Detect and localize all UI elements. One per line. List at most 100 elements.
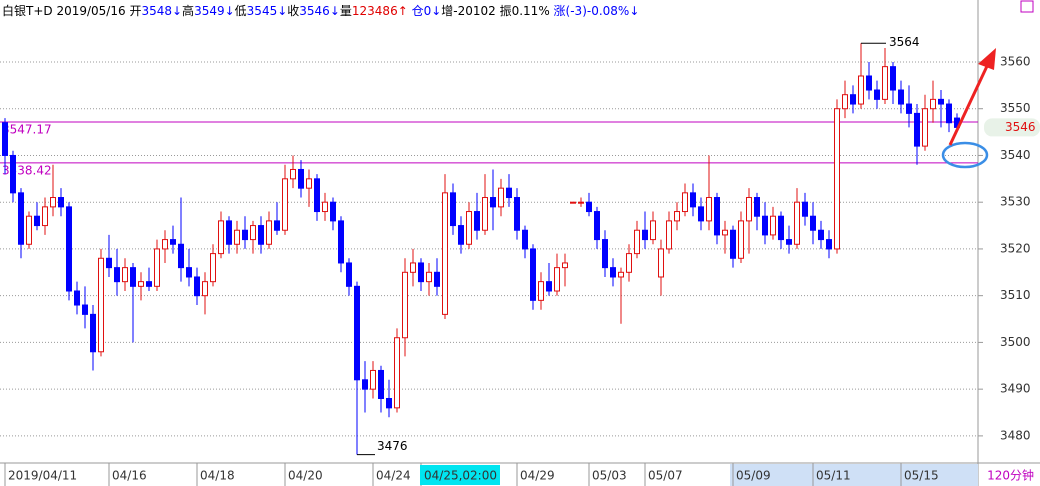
arrow-shaft [948, 63, 990, 146]
period-label[interactable]: 120分钟 [987, 468, 1034, 483]
candle-body [482, 197, 488, 231]
x-tick-label: 05/03 [592, 469, 627, 483]
candle-body [146, 281, 152, 287]
x-tick-label: 05/11 [816, 469, 851, 483]
candle-body [218, 220, 224, 255]
candle-body [178, 243, 184, 269]
candle-body [2, 122, 8, 156]
candle-body [930, 98, 936, 110]
y-tick-label: 3510 [1000, 288, 1031, 302]
candle-body [258, 225, 264, 245]
candle-body [546, 281, 552, 292]
candle-body [834, 108, 840, 250]
candle-body [794, 201, 800, 245]
candle-body [826, 239, 832, 250]
candle-body [314, 178, 320, 213]
x-tick-label: 05/15 [904, 469, 939, 483]
candle-body [650, 220, 656, 241]
candle-body [730, 229, 736, 259]
candle-body [354, 285, 360, 381]
candle-body [666, 220, 672, 250]
candle-body [570, 201, 576, 204]
header-item: 高 [182, 3, 194, 18]
header-item: 123486↑ [352, 4, 408, 18]
candle-body [602, 239, 608, 269]
x-tick-label: 04/18 [200, 469, 235, 483]
candle-body [306, 178, 312, 189]
candle-body [474, 211, 480, 231]
candle-body [402, 271, 408, 339]
candle-body [74, 290, 80, 306]
candle-body [122, 267, 128, 283]
candle-body [690, 192, 696, 208]
candle-body [506, 187, 512, 199]
candle-body [610, 267, 616, 278]
candle-body [274, 220, 280, 231]
candle-body [626, 253, 632, 273]
x-tick-label: 04/24 [376, 469, 411, 483]
candle-body [98, 257, 104, 353]
high-label: 3564 [889, 35, 920, 49]
candle-body [578, 201, 584, 204]
candle-body [226, 220, 232, 245]
candle-body [618, 271, 624, 278]
header-item: 白银T+D [2, 3, 53, 18]
candle-body [818, 229, 824, 241]
candle-body [450, 192, 456, 227]
candle-body [514, 197, 520, 231]
candle-body [538, 281, 544, 301]
candle-body [10, 154, 16, 194]
candle-body [346, 262, 352, 287]
header-item: 低 [235, 4, 247, 18]
candle-body [194, 276, 200, 297]
candle-body [658, 248, 664, 278]
x-tick-label: 04/25,02:00 [424, 469, 497, 483]
last-price: 3546 [1005, 120, 1036, 134]
candle-body [642, 229, 648, 241]
candle-body [898, 89, 904, 105]
header: 白银T+D 2019/05/16 开3548↓高3549↓低3545↓收3546… [2, 3, 639, 18]
header-item: 3549↓ [194, 4, 235, 18]
header-item: 收 [287, 4, 299, 18]
candle-body [706, 197, 712, 222]
candle-body [298, 168, 304, 189]
y-tick-label: 3550 [1000, 101, 1031, 115]
candle-body [426, 271, 432, 283]
candle-body [162, 239, 168, 250]
candle-body [418, 262, 424, 283]
candle-body [698, 206, 704, 222]
candle-body [682, 192, 688, 213]
candle-body [906, 103, 912, 114]
last-price-bg [984, 118, 1040, 137]
candle-body [234, 229, 240, 245]
header-item: 3548↓ [141, 4, 182, 18]
candle-body [890, 66, 896, 91]
highlight-ellipse [941, 141, 989, 169]
candle-body [498, 187, 504, 208]
candle-body [58, 197, 64, 208]
candle-body [722, 229, 728, 236]
candle-body [594, 211, 600, 241]
y-tick-label: 3480 [1000, 428, 1031, 442]
candle-body [466, 211, 472, 245]
candle-body [82, 304, 88, 315]
candle-body [778, 215, 784, 241]
y-tick-label: 3530 [1000, 195, 1031, 209]
candle-body [66, 206, 72, 292]
candle-body [858, 75, 864, 105]
candle-body [154, 248, 160, 287]
header-item: 涨(-3)-0.08%↓ [554, 3, 640, 18]
scroll-region [730, 464, 978, 486]
candle-body [138, 281, 144, 287]
candle-body [490, 197, 496, 208]
header-item: 3545↓ [247, 4, 288, 18]
x-tick-label: 04/20 [288, 469, 323, 483]
candle-body [762, 215, 768, 236]
y-tick-label: 3490 [1000, 382, 1031, 396]
candle-body [386, 397, 392, 409]
panel-icon[interactable] [1020, 0, 1034, 13]
candle-body [322, 201, 328, 213]
candle-body [114, 267, 120, 283]
candle-body [290, 168, 296, 180]
ref-line-label: 3538.42 [2, 163, 52, 177]
